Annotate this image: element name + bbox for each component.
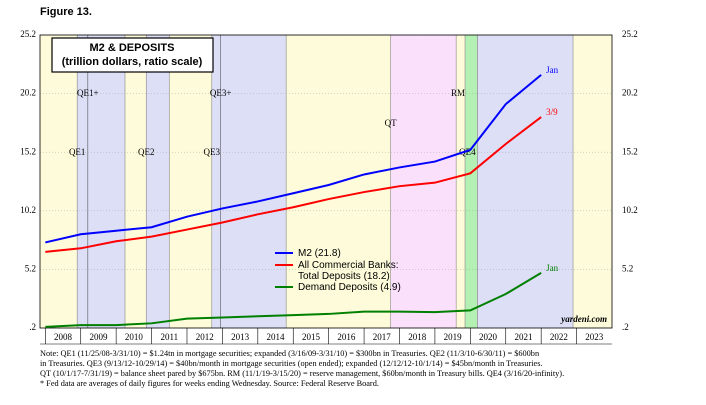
- period-band: [390, 35, 457, 328]
- note-line: in Treasuries. QE3 (9/13/12-10/29/14) = …: [40, 359, 543, 368]
- end-label: Jan: [546, 65, 558, 75]
- x-tick-label: 2018: [408, 332, 427, 342]
- note-line: * Fed data are averages of daily figures…: [40, 379, 379, 388]
- source-mark: yardeni.com: [560, 314, 607, 324]
- end-label: Jan: [546, 263, 558, 273]
- legend-label: All Commercial Banks: Total Deposits (18.…: [298, 260, 399, 282]
- x-tick-label: 2015: [302, 332, 321, 342]
- note-line: Note: QE1 (11/25/08-3/31/10) = $1.24tn i…: [40, 349, 540, 358]
- chart-title: M2 & DEPOSITS: [90, 42, 175, 54]
- end-label: 3/9: [546, 107, 558, 117]
- y-tick-label: .2: [29, 322, 36, 332]
- x-tick-label: 2008: [54, 332, 73, 342]
- x-tick-label: 2010: [125, 332, 144, 342]
- marker-label: QE1+: [77, 88, 99, 98]
- period-band: [77, 35, 126, 328]
- x-tick-label: 2019: [444, 332, 463, 342]
- title-box: [51, 37, 214, 73]
- x-tick-label: 2023: [585, 332, 604, 342]
- period-label: QE4: [459, 147, 476, 157]
- y-tick-label-right: 10.2: [622, 205, 638, 215]
- period-label: QE3: [204, 147, 221, 157]
- y-tick-label-right: 5.2: [622, 263, 633, 273]
- y-tick-label: 15.2: [20, 146, 36, 156]
- y-tick-label: 10.2: [20, 205, 36, 215]
- chart-subtitle: (trillion dollars, ratio scale): [62, 56, 203, 68]
- x-tick-label: 2014: [267, 332, 286, 342]
- y-tick-label: 25.2: [20, 29, 36, 39]
- legend-label: M2 (21.8): [298, 248, 341, 259]
- x-tick-label: 2016: [337, 332, 356, 342]
- x-tick-label: 2009: [89, 332, 108, 342]
- y-tick-label-right: 25.2: [622, 29, 638, 39]
- period-label: QE1: [69, 147, 86, 157]
- x-tick-label: 2021: [514, 332, 532, 342]
- figure-label: Figure 13.: [40, 6, 92, 18]
- series-line: [45, 116, 542, 253]
- legend-label: Demand Deposits (4.9): [298, 282, 401, 293]
- x-tick-label: 2022: [550, 332, 568, 342]
- x-tick-label: 2011: [160, 332, 178, 342]
- period-band: [477, 35, 574, 328]
- series-line: [45, 272, 542, 328]
- period-band: [465, 35, 478, 328]
- period-label: QE2: [138, 147, 155, 157]
- x-tick-label: 2020: [479, 332, 498, 342]
- y-tick-label-right: .2: [622, 322, 629, 332]
- y-tick-label-right: 20.2: [622, 88, 638, 98]
- y-tick-label: 5.2: [25, 263, 36, 273]
- y-tick-label: 20.2: [20, 88, 36, 98]
- period-band: [146, 35, 170, 328]
- y-tick-label-right: 15.2: [622, 146, 638, 156]
- x-tick-label: 2017: [373, 332, 392, 342]
- x-tick-label: 2012: [196, 332, 214, 342]
- plot-frame: [39, 34, 613, 329]
- series-line: [45, 74, 542, 244]
- period-band: [211, 35, 287, 328]
- x-tick-label: 2013: [231, 332, 250, 342]
- note-line: QT (10/1/17-7/31/19) = balance sheet par…: [40, 369, 564, 378]
- marker-label: QE3+: [210, 88, 232, 98]
- period-label: RM: [451, 88, 465, 98]
- period-label: QT: [385, 118, 397, 128]
